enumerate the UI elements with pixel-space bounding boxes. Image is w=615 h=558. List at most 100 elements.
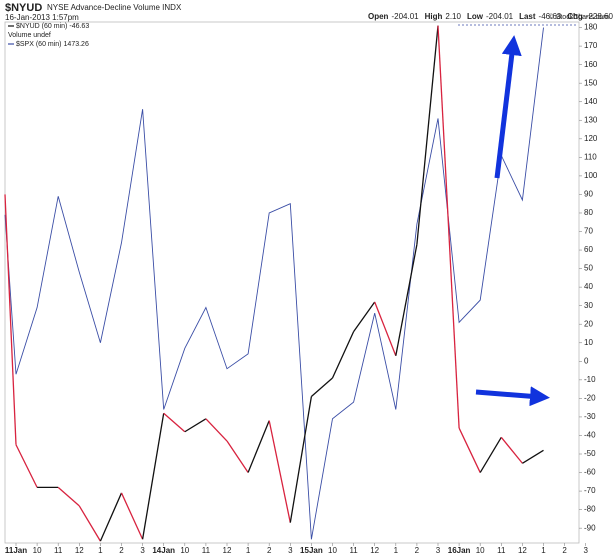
y-tick-label: 100 <box>584 171 598 180</box>
y-tick-label: 110 <box>584 152 597 161</box>
x-tick-label: 10 <box>328 546 337 555</box>
stat-name: Chg <box>567 12 583 21</box>
legend-label: Volume undef <box>8 32 51 39</box>
y-tick-label: 180 <box>584 23 598 32</box>
nyud-segment <box>437 25 460 429</box>
x-tick-label: 11 <box>497 546 506 555</box>
y-tick-label: -50 <box>584 449 596 458</box>
x-tick-label: 3 <box>140 546 145 555</box>
y-tick-label: 30 <box>584 301 593 310</box>
x-tick-label: 2 <box>562 546 567 555</box>
x-tick-label: 11 <box>202 546 211 555</box>
y-tick-label: 10 <box>584 338 593 347</box>
plot-frame <box>4 21 580 544</box>
y-tick-label: -30 <box>584 412 596 421</box>
chart-title: NYSE Advance-Decline Volume INDX <box>47 3 182 12</box>
annotation-arrow <box>475 386 550 407</box>
nyud-segment <box>522 449 544 464</box>
y-tick-label: 160 <box>584 60 598 69</box>
y-tick-label: 20 <box>584 319 593 328</box>
x-tick-label: 10 <box>33 546 42 555</box>
nyud-segment <box>353 301 376 333</box>
x-tick-label: 2 <box>267 546 272 555</box>
nyud-segment <box>226 440 249 473</box>
y-tick-label: 120 <box>584 134 598 143</box>
x-tick-label: 11 <box>54 546 63 555</box>
nyud-segment <box>268 420 291 523</box>
y-tick-label: -90 <box>584 523 596 532</box>
nyud-segment <box>289 396 313 523</box>
plot: Open -204.01 High 2.10 Low -204.01 Last -46.63 C… <box>4 12 615 555</box>
y-tick-label: 60 <box>584 245 593 254</box>
y-tick-label: 50 <box>584 264 593 273</box>
nyud-segment <box>184 418 207 433</box>
x-tick-label: 2 <box>415 546 420 555</box>
y-tick-label: 80 <box>584 208 593 217</box>
nyud-segment <box>4 194 17 445</box>
nyud-segment <box>331 331 355 379</box>
y-tick-label: -80 <box>584 505 596 514</box>
spx-line <box>4 27 544 540</box>
stat-name: Low <box>467 12 484 21</box>
nyud-segment <box>395 244 418 356</box>
x-tick-label: 12 <box>518 546 527 555</box>
nyud-segment <box>120 492 144 540</box>
nyud-segment <box>479 436 502 473</box>
stat-value: -228.60 (-125.63%) <box>586 12 615 21</box>
nyud-segment <box>247 420 270 473</box>
x-tick-label: 15Jan <box>300 546 323 555</box>
nyud-segment <box>205 418 228 442</box>
stat-value: -204.01 <box>391 12 419 21</box>
nyud-segment <box>500 436 523 464</box>
nyud-segment <box>163 412 186 433</box>
y-tick-label: -10 <box>584 375 596 384</box>
timestamp: 16-Jan-2013 1:57pm <box>5 13 79 22</box>
legend-label: $NYUD (60 min) <box>16 23 67 30</box>
nyud-segment <box>374 301 397 356</box>
nyud-segment <box>310 377 333 398</box>
y-tick-label: 130 <box>584 115 598 124</box>
nyud-segment <box>99 492 123 542</box>
x-tick-label: 3 <box>288 546 293 555</box>
stat-value: -204.01 <box>486 12 514 21</box>
x-tick-label: 1 <box>541 546 546 555</box>
y-tick-label: -70 <box>584 486 596 495</box>
x-tick-label: 10 <box>476 546 485 555</box>
x-tick-label: 16Jan <box>448 546 471 555</box>
stat-value: 2.10 <box>445 12 461 21</box>
y-tick-label: 70 <box>584 227 593 236</box>
y-tick-label: 40 <box>584 282 593 291</box>
nyud-segment <box>57 486 80 507</box>
nyud-segment <box>78 505 101 542</box>
y-tick-label: 0 <box>584 356 589 365</box>
x-tick-label: 12 <box>75 546 84 555</box>
credit: © StockCharts.com <box>549 13 610 21</box>
legend-label: $SPX (60 min) <box>16 41 62 48</box>
x-tick-label: 2 <box>119 546 124 555</box>
y-tick-label: -40 <box>584 431 596 440</box>
x-tick-label: 11Jan <box>5 546 27 555</box>
annotation-arrow <box>494 35 522 179</box>
x-tick-label: 10 <box>180 546 189 555</box>
y-tick-label: 140 <box>584 97 598 106</box>
nyud-segment <box>458 427 481 473</box>
legend-value: 1473.26 <box>64 41 89 48</box>
stat-name: Last <box>519 12 536 21</box>
x-tick-label: 11 <box>349 546 358 555</box>
nyud-segment <box>416 25 439 245</box>
nyud-segment <box>141 413 165 540</box>
y-tick-label: -20 <box>584 393 596 402</box>
x-tick-label: 12 <box>370 546 379 555</box>
stat-name: Open <box>368 12 389 21</box>
y-tick-label: 150 <box>584 78 598 87</box>
x-tick-label: 3 <box>583 546 588 555</box>
symbol: $NYUD <box>5 2 42 14</box>
x-tick-label: 1 <box>98 546 103 555</box>
stat-value: -46.63 <box>539 12 562 21</box>
x-tick-label: 1 <box>394 546 399 555</box>
stat-name: High <box>425 12 443 21</box>
legend-value: -46.63 <box>69 23 89 30</box>
x-tick-label: 1 <box>246 546 251 555</box>
